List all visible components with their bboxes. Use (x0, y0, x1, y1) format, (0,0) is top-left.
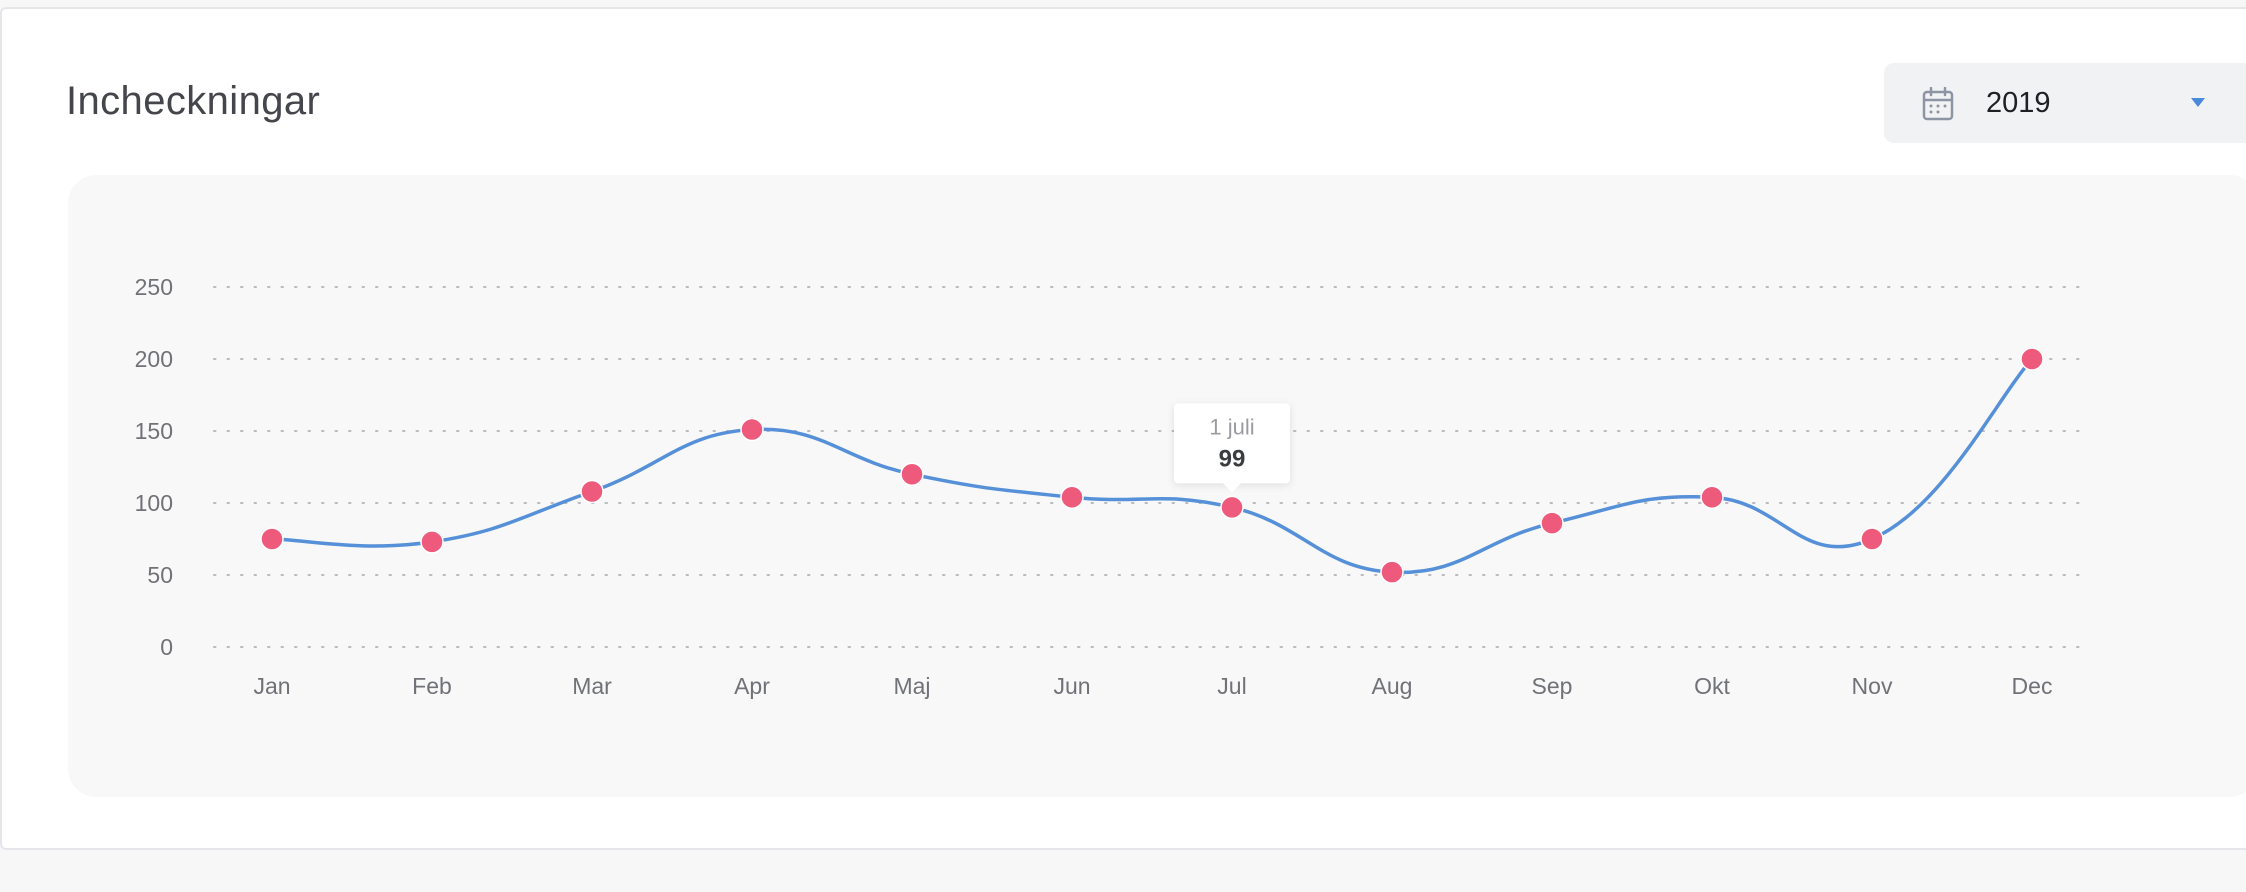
data-point-maj[interactable] (900, 462, 924, 486)
data-point-dec[interactable] (2020, 347, 2044, 371)
y-tick-label: 150 (135, 418, 173, 444)
data-points (260, 347, 2044, 584)
x-tick-label: Dec (2012, 673, 2053, 699)
x-tick-label: Apr (734, 673, 770, 699)
x-tick-label: Jul (1217, 673, 1246, 699)
y-tick-label: 200 (135, 346, 173, 372)
x-tick-label: Jun (1053, 673, 1090, 699)
calendar-icon (1922, 87, 1954, 121)
y-axis: 0 50 100 150 200 250 (135, 274, 173, 660)
chart-panel: 0 50 100 150 200 250 Jan Feb Mar Apr Maj Jun Jul Aug… (68, 175, 2246, 797)
year-value: 2019 (1986, 87, 2051, 119)
grid-lines (213, 286, 2085, 648)
data-point-sep[interactable] (1540, 511, 1564, 535)
tooltip-value: 99 (1219, 445, 1246, 472)
tooltip-arrow (1223, 483, 1241, 493)
x-tick-label: Mar (572, 673, 612, 699)
data-point-apr[interactable] (740, 417, 764, 442)
checkins-card: Incheckningar 2019 0 50 100 150 200 250 Jan Fe… (0, 7, 2246, 850)
data-point-jun[interactable] (1060, 485, 1084, 509)
y-tick-label: 50 (147, 562, 173, 588)
x-tick-label: Aug (1372, 673, 1413, 699)
tooltip-box (1174, 403, 1290, 484)
data-point-feb[interactable] (420, 530, 444, 554)
data-point-jan[interactable] (260, 527, 284, 551)
x-tick-label: Sep (1532, 673, 1573, 699)
data-point-okt[interactable] (1700, 485, 1724, 509)
data-point-mar[interactable] (580, 479, 604, 504)
x-tick-label: Nov (1852, 673, 1893, 699)
x-axis: Jan Feb Mar Apr Maj Jun Jul Aug Sep Okt Nov Dec (253, 673, 2052, 699)
page-title: Incheckningar (66, 79, 321, 123)
data-point-aug[interactable] (1380, 560, 1404, 584)
y-tick-label: 250 (135, 274, 173, 300)
data-point-nov[interactable] (1860, 527, 1884, 551)
x-tick-label: Jan (253, 673, 290, 699)
tooltip-date: 1 juli (1209, 414, 1254, 439)
x-tick-label: Maj (893, 673, 930, 699)
line-chart: 0 50 100 150 200 250 Jan Feb Mar Apr Maj Jun Jul Aug… (135, 274, 2085, 699)
chevron-down-icon (2191, 98, 2205, 107)
year-dropdown[interactable]: 2019 (1884, 63, 2246, 143)
series-line (271, 357, 2034, 575)
x-tick-label: Feb (412, 673, 452, 699)
y-tick-label: 100 (135, 490, 173, 516)
tooltip: 1 juli 99 (1174, 403, 1290, 493)
x-tick-label: Okt (1694, 673, 1730, 699)
data-point-jul[interactable] (1220, 495, 1244, 520)
y-tick-label: 0 (160, 634, 173, 660)
